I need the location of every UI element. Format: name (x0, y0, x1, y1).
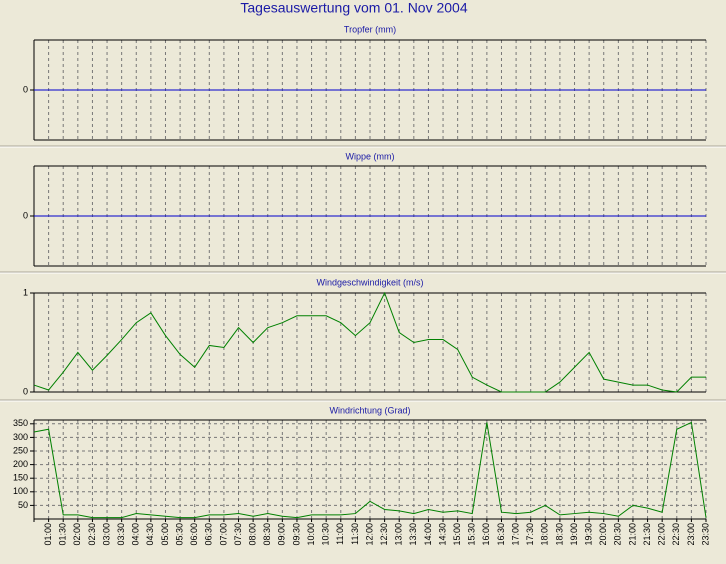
x-tick-label: 14:30 (437, 523, 447, 546)
x-tick-label: 18:30 (554, 523, 564, 546)
x-tick-label: 06:00 (189, 523, 199, 546)
x-tick-label: 13:00 (394, 523, 404, 546)
y-tick-label: 250 (13, 445, 28, 455)
y-tick-label: 200 (13, 459, 28, 469)
x-tick-label: 22:00 (657, 523, 667, 546)
x-tick-label: 15:00 (452, 523, 462, 546)
x-tick-label: 01:30 (58, 523, 68, 546)
x-tick-label: 09:00 (277, 523, 287, 546)
x-tick-label: 03:30 (116, 523, 126, 546)
x-tick-label: 16:30 (496, 523, 506, 546)
x-tick-label: 20:30 (613, 523, 623, 546)
panel-title: Windgeschwindigkeit (m/s) (316, 277, 423, 287)
data-line (33, 421, 707, 519)
x-tick-label: 11:00 (335, 523, 345, 545)
x-tick-label: 08:30 (262, 523, 272, 546)
x-tick-label: 05:00 (160, 523, 170, 546)
y-tick-label: 300 (13, 432, 28, 442)
x-tick-label: 19:30 (584, 523, 594, 546)
x-tick-label: 04:30 (145, 523, 155, 546)
y-tick-label: 100 (13, 486, 28, 496)
x-tick-label: 20:00 (598, 523, 608, 546)
x-tick-label: 07:00 (218, 523, 228, 546)
y-tick-label: 1 (23, 287, 28, 297)
x-tick-label: 16:00 (481, 523, 491, 546)
x-tick-label: 15:30 (467, 523, 477, 546)
y-tick-label: 0 (23, 84, 28, 94)
x-tick-label: 21:30 (642, 523, 652, 546)
x-tick-label: 11:30 (350, 523, 360, 545)
panel-title: Wippe (mm) (346, 151, 395, 161)
x-tick-label: 19:00 (569, 523, 579, 546)
x-tick-label: 21:00 (627, 523, 637, 546)
x-tick-label: 17:00 (510, 523, 520, 546)
x-tick-label: 10:30 (321, 523, 331, 546)
panel-title: Tropfer (mm) (344, 24, 396, 34)
x-tick-label: 08:00 (248, 523, 258, 546)
x-tick-label: 23:30 (700, 523, 710, 546)
x-tick-label: 10:00 (306, 523, 316, 546)
x-tick-label: 12:00 (364, 523, 374, 546)
x-tick-label: 07:30 (233, 523, 243, 546)
x-tick-label: 03:00 (101, 523, 111, 546)
y-tick-label: 0 (23, 210, 28, 220)
y-tick-label: 150 (13, 473, 28, 483)
x-tick-label: 06:30 (204, 523, 214, 546)
page-title: Tagesauswertung vom 01. Nov 2004 (240, 0, 467, 16)
x-tick-label: 22:30 (671, 523, 681, 546)
y-tick-label: 350 (13, 418, 28, 428)
x-tick-label: 02:30 (87, 523, 97, 546)
x-tick-label: 13:30 (408, 523, 418, 546)
y-tick-label: 0 (23, 386, 28, 396)
x-tick-label: 02:00 (72, 523, 82, 546)
x-tick-label: 17:30 (525, 523, 535, 546)
panel-title: Windrichtung (Grad) (329, 405, 410, 415)
x-tick-label: 12:30 (379, 523, 389, 546)
data-line (33, 291, 706, 393)
x-tick-label: 09:30 (291, 523, 301, 546)
x-tick-label: 04:00 (131, 523, 141, 546)
x-tick-label: 23:00 (686, 523, 696, 546)
x-tick-label: 18:00 (540, 523, 550, 546)
x-tick-label: 01:00 (43, 523, 53, 546)
y-tick-label: 50 (18, 500, 28, 510)
x-tick-label: 14:00 (423, 523, 433, 546)
x-tick-label: 05:30 (174, 523, 184, 546)
